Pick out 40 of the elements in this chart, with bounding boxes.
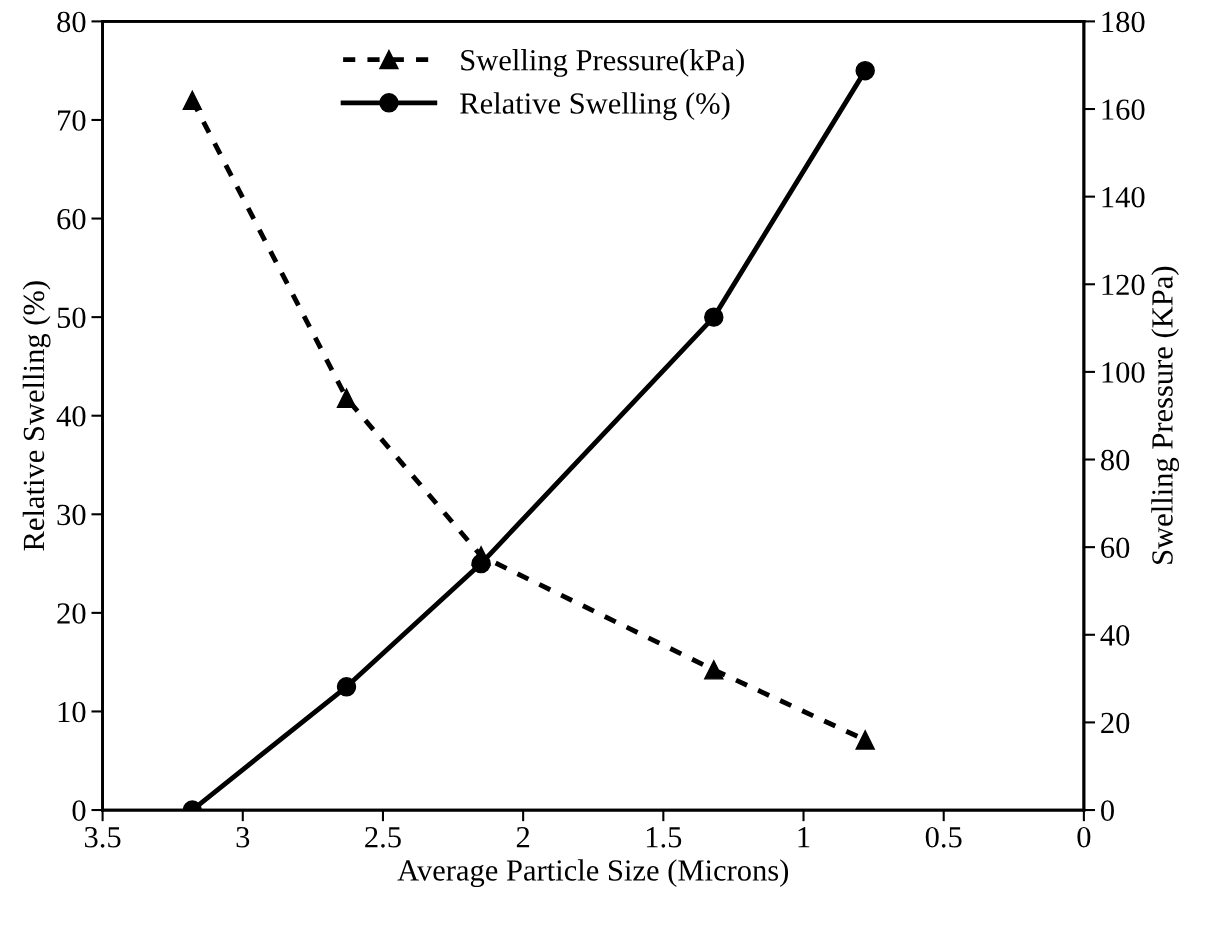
point <box>182 90 203 110</box>
y-tick-label: 30 <box>57 504 86 526</box>
point <box>855 60 875 81</box>
x-tick-label: 0 <box>1077 826 1091 848</box>
x-tick-label: 0.5 <box>925 826 962 848</box>
y-tick-label: 20 <box>57 603 86 624</box>
y-tick-label: 70 <box>58 110 86 131</box>
y-axis-title: Relative Swelling (%) <box>22 281 51 551</box>
y2-tick-label: 20 <box>1101 712 1130 734</box>
x-tick-label: 3.5 <box>84 826 121 848</box>
y2-tick-label: 100 <box>1102 362 1145 383</box>
y2-tick-label: 0 <box>1101 800 1114 821</box>
y-tick-label: 80 <box>57 11 86 33</box>
y2-tick-label: 80 <box>1101 449 1130 471</box>
y2-axis-title: Swelling Pressure (KPa) <box>1151 266 1180 564</box>
x-tick-label: 2 <box>516 826 530 848</box>
x-tick-label: 3 <box>236 826 250 848</box>
x-axis-title: Average Particle Size (Microns) <box>397 859 789 888</box>
legend-label: Relative Swelling (%) <box>460 92 730 121</box>
x-tick-label: 1.5 <box>646 827 682 848</box>
y2-tick-label: 160 <box>1102 99 1145 120</box>
y-tick-label: 10 <box>58 701 86 723</box>
point <box>471 553 491 574</box>
point <box>336 677 357 697</box>
point <box>704 307 724 327</box>
y2-tick-label: 40 <box>1100 625 1130 646</box>
y2-tick-label: 180 <box>1102 11 1145 33</box>
y-tick-label: 50 <box>57 307 86 329</box>
y-tick-label: 0 <box>72 800 86 821</box>
point <box>855 730 875 750</box>
y2-tick-label: 60 <box>1101 537 1130 559</box>
point <box>704 660 724 680</box>
y2-tick-label: 140 <box>1102 186 1145 208</box>
x-tick-label: 2.5 <box>365 826 401 848</box>
point <box>336 388 357 408</box>
y-tick-label: 40 <box>56 405 86 427</box>
y-tick-label: 60 <box>57 208 86 230</box>
x-tick-label: 1 <box>798 827 810 848</box>
y2-tick-label: 120 <box>1102 274 1145 296</box>
legend-label: Swelling Pressure(kPa) <box>461 49 744 77</box>
